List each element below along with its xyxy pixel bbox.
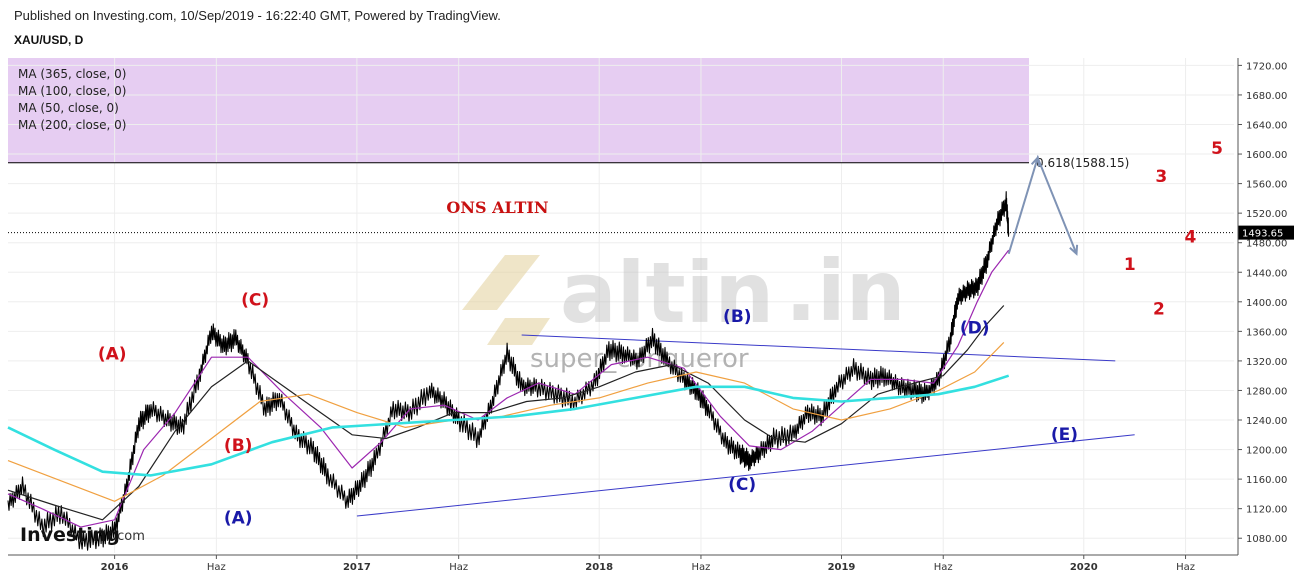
series-ma-100-close-0-[interactable] xyxy=(7,305,1005,521)
altin-logo-icon xyxy=(487,318,550,345)
ma-legend-item[interactable]: MA (100, close, 0) xyxy=(18,84,126,98)
y-tick-label: 1080.00 xyxy=(1246,534,1287,545)
y-tick-label: 1720.00 xyxy=(1246,61,1287,72)
grid-layer xyxy=(8,58,1234,553)
series-ma-50-close-0-[interactable] xyxy=(7,249,1010,528)
series-ma-200-close-0-[interactable] xyxy=(7,341,1005,502)
fib-label: 0.618(1588.15) xyxy=(1036,156,1129,170)
wave-label: (A) xyxy=(98,344,127,364)
wave-label: (B) xyxy=(224,436,253,456)
wave-label: 2 xyxy=(1153,299,1165,319)
x-tick-label: 2020 xyxy=(1070,562,1098,573)
x-tick-label: 2016 xyxy=(101,562,129,573)
trendline[interactable] xyxy=(521,334,1116,362)
investing-logo: Investing xyxy=(20,524,120,546)
x-tick-label: Haz xyxy=(207,562,226,573)
y-tick-label: 1320.00 xyxy=(1246,357,1287,368)
y-tick-label: 1400.00 xyxy=(1246,298,1287,309)
trendline[interactable] xyxy=(356,434,1135,517)
ma-legend-item[interactable]: MA (200, close, 0) xyxy=(18,118,126,132)
x-tick-label: Haz xyxy=(449,562,468,573)
y-tick-label: 1240.00 xyxy=(1246,416,1287,427)
watermark-brand: altin xyxy=(560,244,774,342)
x-tick-label: Haz xyxy=(934,562,953,573)
wave-label: 3 xyxy=(1155,167,1167,187)
x-tick-label: Haz xyxy=(1176,562,1195,573)
y-tick-label: 1600.00 xyxy=(1246,150,1287,161)
trendline-layer xyxy=(356,334,1135,517)
projection-path[interactable] xyxy=(1007,154,1078,255)
projection-arrowhead xyxy=(1069,244,1079,256)
wave-label: 4 xyxy=(1184,228,1196,248)
y-tick-label: 1360.00 xyxy=(1246,327,1287,338)
series-layer xyxy=(7,191,1010,551)
wave-label: (C) xyxy=(241,291,269,311)
marker-layer: 1493.65 0.618(1588.15) xyxy=(8,154,1294,256)
x-tick-label: 2017 xyxy=(343,562,371,573)
watermark-brand-suffix: .in xyxy=(785,242,906,340)
wave-label: (B) xyxy=(723,307,752,327)
wave-label: (D) xyxy=(960,319,990,339)
current-price-tag xyxy=(1238,225,1294,240)
y-tick-label: 1280.00 xyxy=(1246,386,1287,397)
y-tick-label: 1200.00 xyxy=(1246,446,1287,457)
y-tick-label: 1120.00 xyxy=(1246,505,1287,516)
y-tick-label: 1160.00 xyxy=(1246,475,1287,486)
wave-label: (E) xyxy=(1051,425,1078,445)
wave-label: 5 xyxy=(1211,139,1223,159)
highlight-zone-layer xyxy=(8,58,1029,163)
published-caption: Published on Investing.com, 10/Sep/2019 … xyxy=(14,8,501,23)
y-tick-label: 1520.00 xyxy=(1246,209,1287,220)
wave-label-layer: ONS ALTIN (A) (C) (B) (A) (B) (C) (D) (E) 1 2 3 4 5 xyxy=(98,139,1223,528)
current-price-label: 1493.65 xyxy=(1242,229,1283,240)
chart-annotation: ONS ALTIN xyxy=(446,198,548,217)
wave-label: (C) xyxy=(728,475,756,495)
ma-legend-item[interactable]: MA (365, close, 0) xyxy=(18,67,126,81)
series-ma-365-close-0-[interactable] xyxy=(7,374,1010,477)
y-tick-label: 1680.00 xyxy=(1246,91,1287,102)
x-tick-label: 2018 xyxy=(585,562,613,573)
axis-layer: 1080.00 1120.00 1160.00 1200.00 1240.00 1280.… xyxy=(8,58,1287,573)
ma-legend-item[interactable]: MA (50, close, 0) xyxy=(18,101,119,115)
altin-logo-icon xyxy=(462,255,540,310)
target-zone xyxy=(8,58,1029,163)
wave-label: 1 xyxy=(1124,255,1136,275)
x-tick-label: 2019 xyxy=(828,562,856,573)
projection-arrowhead xyxy=(1030,155,1041,167)
y-tick-label: 1440.00 xyxy=(1246,268,1287,279)
investing-logo-suffix: .com xyxy=(113,529,145,544)
symbol-title: XAU/USD, D xyxy=(14,33,84,47)
y-tick-label: 1640.00 xyxy=(1246,120,1287,131)
ma-legend-layer: MA (365, close, 0) MA (100, close, 0) MA (… xyxy=(18,67,145,546)
x-tick-label: Haz xyxy=(692,562,711,573)
wave-label: (A) xyxy=(224,508,253,528)
y-tick-label: 1480.00 xyxy=(1246,239,1287,250)
y-tick-label: 1560.00 xyxy=(1246,180,1287,191)
